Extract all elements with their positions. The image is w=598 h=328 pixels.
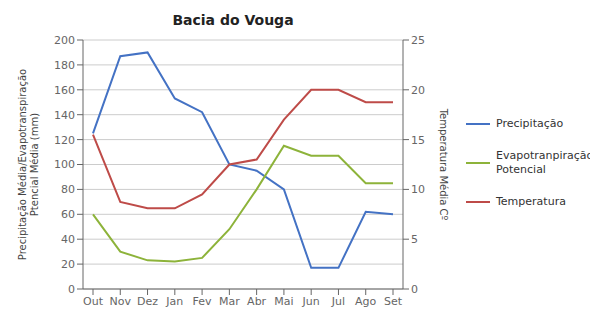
html-text:Evapotranpiração: Evapotranpiração xyxy=(496,149,594,162)
svg-text:0: 0 xyxy=(68,283,75,296)
svg-text:Ago: Ago xyxy=(355,295,377,308)
svg-text:10: 10 xyxy=(411,183,425,196)
svg-text:80: 80 xyxy=(61,183,75,196)
svg-text:5: 5 xyxy=(411,233,418,246)
html-text:Potencial: Potencial xyxy=(496,163,546,176)
svg-text:120: 120 xyxy=(54,134,75,147)
html-text:Precipitação: Precipitação xyxy=(496,117,564,130)
svg-text:200: 200 xyxy=(54,34,75,47)
svg-text:160: 160 xyxy=(54,84,75,97)
svg-text:Mai: Mai xyxy=(274,295,293,308)
svg-text:Mar: Mar xyxy=(219,295,240,308)
svg-text:140: 140 xyxy=(54,109,75,122)
svg-text:Jun: Jun xyxy=(302,295,320,308)
svg-text:Jul: Jul xyxy=(331,295,345,308)
svg-text:Jan: Jan xyxy=(165,295,183,308)
svg-text:0: 0 xyxy=(411,283,418,296)
svg-text:60: 60 xyxy=(61,208,75,221)
svg-text:Nov: Nov xyxy=(110,295,132,308)
svg-text:Abr: Abr xyxy=(247,295,267,308)
svg-text:Dez: Dez xyxy=(137,295,158,308)
html-text:Bacia do Vouga: Bacia do Vouga xyxy=(172,12,294,28)
svg-text:Precipitação Média/Evapotransp: Precipitação Média/Evapotranspiração xyxy=(17,69,28,260)
svg-text:100: 100 xyxy=(54,158,75,171)
svg-text:Ptencial Média (mm): Ptencial Média (mm) xyxy=(29,113,40,216)
svg-text:20: 20 xyxy=(411,84,425,97)
svg-text:15: 15 xyxy=(411,134,425,147)
svg-text:20: 20 xyxy=(61,258,75,271)
svg-text:25: 25 xyxy=(411,34,425,47)
svg-text:Fev: Fev xyxy=(193,295,212,308)
svg-text:180: 180 xyxy=(54,59,75,72)
html-text:Temperatura: Temperatura xyxy=(496,195,566,208)
svg-text:Set: Set xyxy=(384,295,403,308)
svg-text:40: 40 xyxy=(61,233,75,246)
svg-text:Out: Out xyxy=(83,295,104,308)
svg-text:Temperatura Média Cº: Temperatura Média Cº xyxy=(438,108,449,221)
